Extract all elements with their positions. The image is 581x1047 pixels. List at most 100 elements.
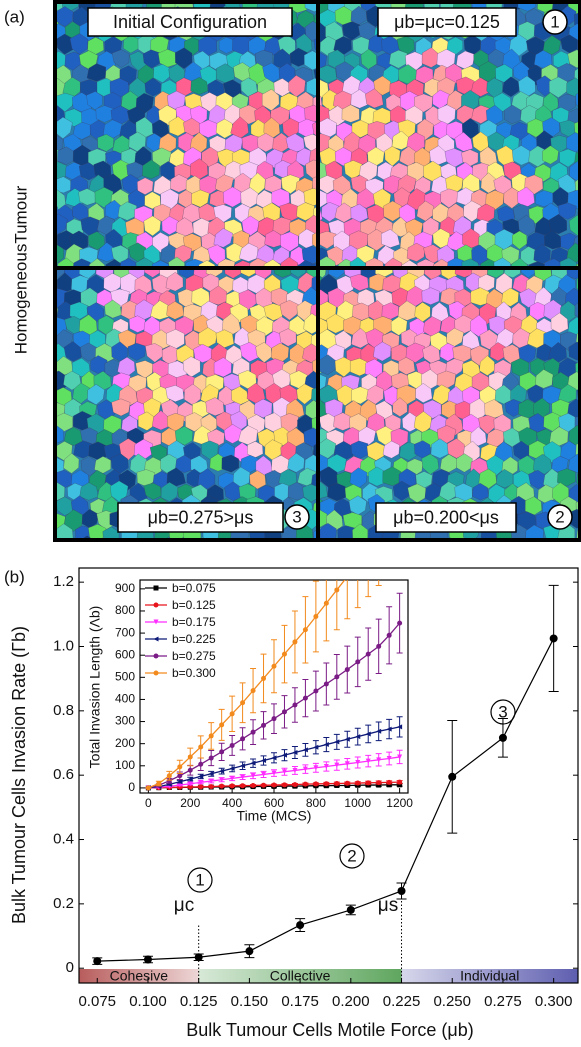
cell [47,539,64,560]
badge: 2 [555,507,564,526]
cell [496,468,514,489]
x-tick-label: 0.250 [433,993,471,1010]
cell [470,287,491,306]
marker [323,681,329,687]
cell [488,315,508,335]
cell [487,540,505,557]
marker [355,759,361,765]
cell [213,357,232,378]
marker [261,722,267,728]
cell [73,440,93,459]
quadrant-image [320,4,578,266]
cell [349,273,369,292]
cell [182,233,202,252]
cell [289,47,308,67]
marker [261,782,267,788]
cell [557,522,576,538]
cell [288,541,304,561]
annotation: 1 [195,870,204,889]
cell [166,301,184,320]
cell [57,176,72,194]
cell [57,457,65,475]
cell [312,443,316,457]
cell [280,256,298,266]
x-tick-label: 0.150 [231,993,269,1010]
marker [365,780,371,786]
y-tick-label: 0 [66,959,74,976]
legend-label: b=0.300 [172,666,216,680]
marker [245,947,254,956]
cell [94,187,114,209]
cell [32,162,49,180]
cell [320,256,336,266]
cell [63,370,82,391]
cell [501,287,519,307]
cell [34,400,51,420]
cell [423,399,442,419]
marker [323,781,329,787]
cell [576,277,578,290]
marker [143,955,152,964]
cell [373,75,391,96]
cell [110,541,128,559]
cell [326,313,346,334]
caption: μb=0.275>μs [148,507,254,527]
cell [576,389,578,399]
cell [208,285,228,306]
caption: μb=0.200<μs [393,507,499,527]
marker [198,784,204,790]
caption: μb=μc=0.125 [394,12,500,32]
cell [303,427,316,448]
cell [117,201,137,221]
cell [34,538,51,558]
marker [271,663,277,669]
marker [344,761,350,767]
marker [376,780,382,786]
regime-band [79,969,199,983]
y-tick-label: 300 [115,714,135,728]
cell [168,256,185,266]
marker [153,670,159,676]
regime-label: Individual [460,968,519,984]
panel-label: (a) [4,7,25,26]
cell-mosaic [32,4,578,561]
cell [32,290,50,310]
marker [355,561,360,566]
cell [320,52,327,69]
cell [432,384,451,405]
legend-label: b=0.175 [172,615,216,629]
cell [137,177,154,195]
x-tick-label: 0.300 [535,993,573,1010]
y-axis-title: Total Invasion Length (Λb) [87,606,103,769]
marker [376,643,382,649]
cell [200,440,219,460]
marker [229,742,235,748]
cell [63,452,80,474]
cell [57,412,74,432]
marker [344,667,350,673]
cell [79,482,99,501]
marker [365,731,371,737]
cell [548,213,568,235]
marker [302,781,308,787]
marker [229,783,235,789]
cell [454,270,474,278]
marker [302,695,308,701]
cell [208,539,226,558]
regime-label: Cohesive [110,968,169,984]
cell [574,12,578,27]
marker [334,739,340,745]
cell [305,77,316,96]
cell [32,429,49,448]
x-tick-label: 400 [222,796,242,810]
cell [493,257,511,266]
cell [518,540,535,559]
cell [576,473,578,485]
marker [334,587,340,593]
legend-label: b=0.125 [172,598,216,612]
cell [360,48,377,70]
cell [567,49,578,69]
badge: 3 [292,507,301,526]
marker [313,613,319,619]
cell [505,540,523,558]
